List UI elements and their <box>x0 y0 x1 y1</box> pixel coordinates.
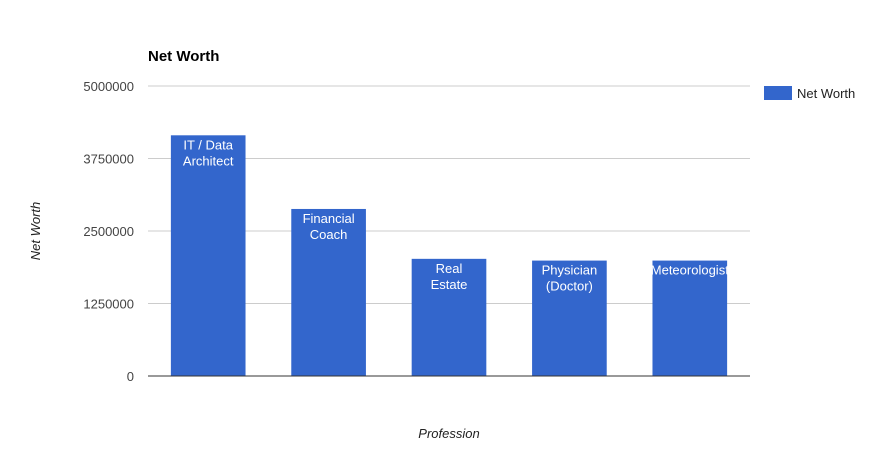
y-axis-ticks: 0 1250000 2500000 3750000 5000000 <box>83 79 134 384</box>
bars <box>170 135 728 376</box>
bar <box>170 135 246 376</box>
y-tick-label: 0 <box>127 369 134 384</box>
y-tick-label: 3750000 <box>83 152 134 167</box>
y-tick-label: 2500000 <box>83 224 134 239</box>
bar <box>532 260 607 376</box>
bar-data-label: Physician (Doctor) <box>542 263 598 294</box>
y-tick-label: 1250000 <box>83 297 134 312</box>
legend-swatch <box>764 86 792 100</box>
bar-data-label: Real Estate <box>431 261 468 292</box>
bar-data-label: Financial Coach <box>303 211 355 242</box>
chart-title: Net Worth <box>148 48 219 65</box>
x-axis-title: Profession <box>418 426 479 441</box>
bar <box>291 208 366 376</box>
bar-data-label: Meteorologist <box>651 263 729 278</box>
bar <box>652 260 728 376</box>
bar <box>411 258 487 376</box>
y-tick-label: 5000000 <box>83 79 134 94</box>
bar-data-label: IT / Data Architect <box>183 137 234 168</box>
legend: Net Worth <box>764 86 855 101</box>
legend-label: Net Worth <box>797 86 855 101</box>
bar-labels: IT / Data Architect Financial Coach Real Esta… <box>183 137 729 293</box>
y-axis-title: Net Worth <box>28 202 43 261</box>
